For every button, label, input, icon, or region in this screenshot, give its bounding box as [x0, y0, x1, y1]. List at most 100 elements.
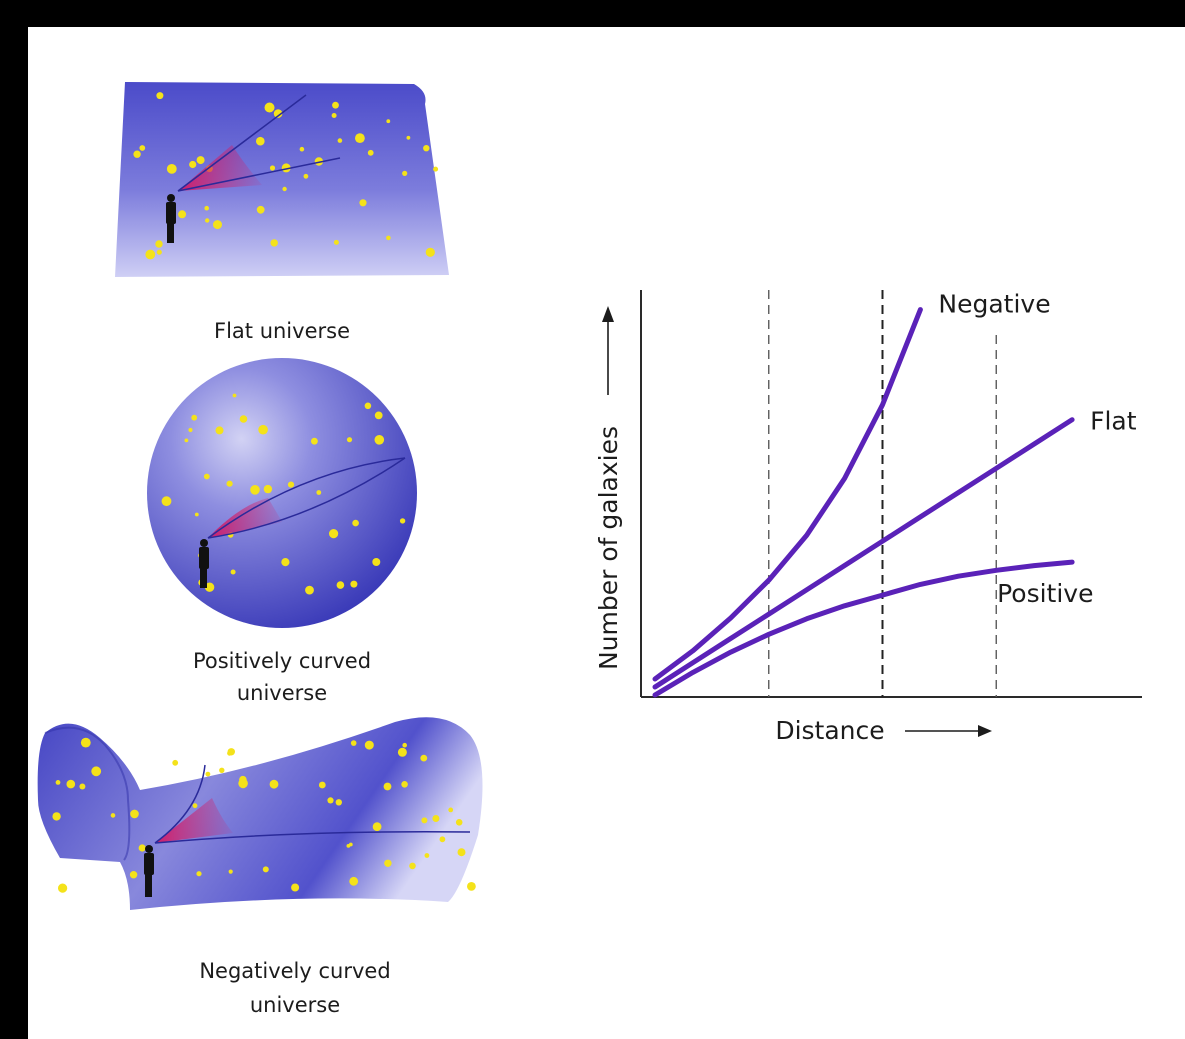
series-label-negative: Negative: [938, 290, 1050, 319]
star-icon: [327, 797, 334, 804]
star-icon: [409, 862, 416, 870]
star-icon: [204, 582, 215, 592]
star-icon: [215, 426, 224, 435]
star-icon: [55, 780, 61, 785]
star-icon: [196, 871, 202, 877]
star-icon: [189, 160, 197, 169]
star-icon: [352, 519, 359, 527]
star-icon: [161, 496, 172, 507]
star-icon: [191, 414, 198, 421]
star-icon: [155, 240, 163, 248]
x-axis-label-group: Distance: [775, 716, 992, 745]
sphere-stars: [161, 393, 406, 595]
star-icon: [439, 836, 446, 843]
flat-surface: [115, 82, 449, 277]
saddle-view-cone: [155, 798, 233, 843]
star-icon: [238, 778, 248, 789]
star-icon: [129, 871, 138, 879]
star-icon: [264, 102, 275, 113]
star-icon: [374, 435, 385, 445]
star-icon: [359, 199, 367, 207]
star-icon: [421, 817, 428, 824]
reference-lines: [768, 290, 997, 697]
star-icon: [383, 782, 392, 791]
star-icon: [350, 580, 358, 588]
star-icon: [256, 205, 265, 214]
star-icon: [349, 876, 359, 886]
star-icon: [281, 558, 290, 567]
series-label-flat: Flat: [1090, 407, 1137, 436]
star-icon: [372, 558, 381, 566]
star-icon: [262, 866, 269, 873]
saddle-stars: [52, 737, 476, 893]
star-icon: [318, 781, 326, 789]
star-icon: [230, 569, 236, 575]
sphere-light-ray-2: [207, 457, 406, 539]
star-icon: [269, 165, 276, 171]
star-icon: [337, 138, 343, 143]
star-icon: [66, 779, 76, 789]
series-lines: [652, 307, 1075, 698]
star-icon: [255, 136, 265, 146]
star-icon: [333, 239, 339, 245]
star-icon: [448, 807, 454, 813]
star-icon: [184, 438, 189, 443]
sphere-view-cone: [208, 498, 282, 538]
negative-caption-line-1: Negatively curved: [199, 959, 390, 983]
star-icon: [346, 437, 353, 443]
star-icon: [386, 235, 391, 241]
star-icon: [402, 170, 408, 176]
star-icon: [258, 424, 268, 435]
star-icon: [423, 145, 430, 152]
x-axis-arrow-icon: [978, 725, 992, 737]
star-icon: [287, 481, 295, 488]
star-icon: [269, 779, 279, 789]
sphere-light-ray-1: [207, 457, 406, 539]
star-icon: [299, 146, 305, 152]
star-icon: [314, 157, 324, 166]
star-icon: [455, 819, 463, 826]
sphere-observer-icon: [199, 539, 209, 588]
negative-caption-line-2: universe: [250, 993, 340, 1017]
star-icon: [425, 247, 435, 257]
saddle-light-ray-1: [154, 764, 206, 844]
star-icon: [79, 783, 86, 790]
star-icon: [406, 135, 411, 140]
series-label-positive: Positive: [997, 579, 1093, 608]
star-icon: [282, 186, 287, 192]
star-icon: [350, 740, 357, 746]
star-icon: [346, 844, 351, 848]
star-icon: [367, 149, 374, 156]
flat-light-ray-1: [177, 94, 307, 192]
star-icon: [205, 218, 210, 223]
star-icon: [145, 249, 156, 260]
star-icon: [110, 813, 116, 818]
positive-caption-line-1: Positively curved: [193, 649, 371, 673]
flat-caption: Flat universe: [214, 319, 350, 343]
star-icon: [303, 173, 309, 179]
star-icon: [166, 164, 177, 174]
star-icon: [263, 484, 273, 494]
star-icon: [52, 812, 61, 821]
star-icon: [156, 92, 164, 100]
star-icon: [364, 402, 372, 410]
star-icon: [291, 883, 300, 892]
saddle-fold: [44, 726, 131, 861]
star-icon: [205, 771, 211, 777]
star-icon: [372, 822, 382, 832]
series-line-flat: [652, 417, 1075, 690]
star-icon: [329, 529, 339, 539]
star-icon: [58, 883, 68, 893]
star-icon: [364, 740, 374, 750]
star-icon: [178, 210, 187, 219]
star-icon: [355, 133, 365, 144]
star-icon: [133, 150, 141, 158]
x-axis-label: Distance: [775, 716, 884, 745]
star-icon: [194, 512, 199, 517]
star-icon: [239, 415, 248, 423]
star-icon: [188, 427, 193, 433]
star-icon: [228, 869, 233, 874]
star-icon: [335, 799, 342, 806]
flat-universe-illustration: [115, 82, 449, 277]
star-icon: [432, 815, 440, 822]
